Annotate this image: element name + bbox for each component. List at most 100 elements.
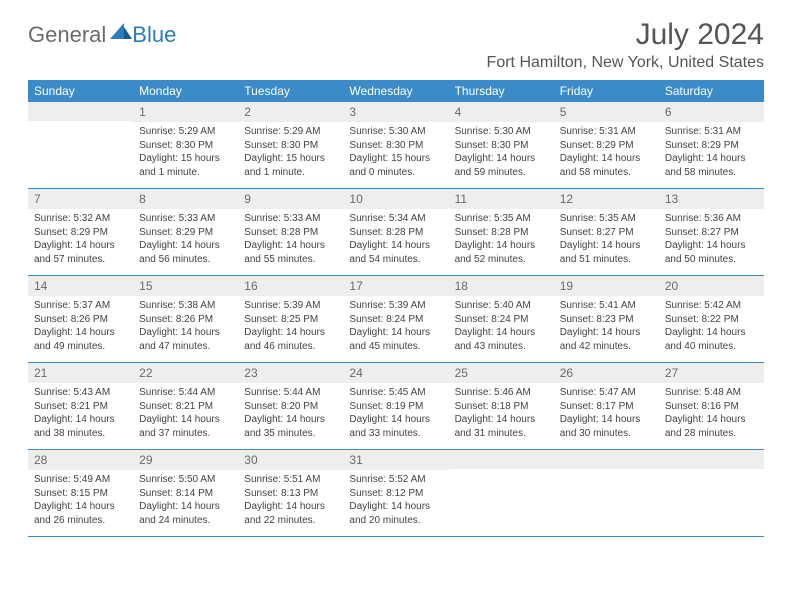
day-body: Sunrise: 5:32 AMSunset: 8:29 PMDaylight:…	[28, 209, 133, 272]
sunset-text: Sunset: 8:21 PM	[139, 400, 232, 414]
day-number: 27	[659, 363, 764, 383]
header: General Blue July 2024 Fort Hamilton, Ne…	[28, 18, 764, 72]
daylight-text: Daylight: 14 hours and 59 minutes.	[455, 152, 548, 179]
day-cell: 17Sunrise: 5:39 AMSunset: 8:24 PMDayligh…	[343, 276, 448, 362]
sunset-text: Sunset: 8:23 PM	[560, 313, 653, 327]
sunrise-text: Sunrise: 5:49 AM	[34, 473, 127, 487]
sunset-text: Sunset: 8:30 PM	[455, 139, 548, 153]
sunrise-text: Sunrise: 5:35 AM	[455, 212, 548, 226]
logo-triangle-icon	[110, 21, 132, 39]
day-number: 7	[28, 189, 133, 209]
sunset-text: Sunset: 8:29 PM	[139, 226, 232, 240]
logo-text-general: General	[28, 22, 106, 48]
day-header: Wednesday	[343, 80, 448, 102]
sunset-text: Sunset: 8:28 PM	[455, 226, 548, 240]
day-body: Sunrise: 5:33 AMSunset: 8:28 PMDaylight:…	[238, 209, 343, 272]
daylight-text: Daylight: 14 hours and 42 minutes.	[560, 326, 653, 353]
sunset-text: Sunset: 8:22 PM	[665, 313, 758, 327]
daylight-text: Daylight: 14 hours and 49 minutes.	[34, 326, 127, 353]
sunset-text: Sunset: 8:20 PM	[244, 400, 337, 414]
sunrise-text: Sunrise: 5:37 AM	[34, 299, 127, 313]
daylight-text: Daylight: 14 hours and 20 minutes.	[349, 500, 442, 527]
sunrise-text: Sunrise: 5:44 AM	[139, 386, 232, 400]
week-row: 21Sunrise: 5:43 AMSunset: 8:21 PMDayligh…	[28, 363, 764, 450]
week-row: 14Sunrise: 5:37 AMSunset: 8:26 PMDayligh…	[28, 276, 764, 363]
day-number	[28, 102, 133, 121]
day-body: Sunrise: 5:30 AMSunset: 8:30 PMDaylight:…	[343, 122, 448, 185]
day-cell: 10Sunrise: 5:34 AMSunset: 8:28 PMDayligh…	[343, 189, 448, 275]
daylight-text: Daylight: 14 hours and 31 minutes.	[455, 413, 548, 440]
day-cell: 15Sunrise: 5:38 AMSunset: 8:26 PMDayligh…	[133, 276, 238, 362]
day-body: Sunrise: 5:48 AMSunset: 8:16 PMDaylight:…	[659, 383, 764, 446]
sunset-text: Sunset: 8:14 PM	[139, 487, 232, 501]
sunrise-text: Sunrise: 5:32 AM	[34, 212, 127, 226]
day-cell: 13Sunrise: 5:36 AMSunset: 8:27 PMDayligh…	[659, 189, 764, 275]
day-number: 2	[238, 102, 343, 122]
day-body: Sunrise: 5:41 AMSunset: 8:23 PMDaylight:…	[554, 296, 659, 359]
sunrise-text: Sunrise: 5:33 AM	[139, 212, 232, 226]
day-number: 22	[133, 363, 238, 383]
day-cell: 11Sunrise: 5:35 AMSunset: 8:28 PMDayligh…	[449, 189, 554, 275]
day-cell: 20Sunrise: 5:42 AMSunset: 8:22 PMDayligh…	[659, 276, 764, 362]
sunrise-text: Sunrise: 5:31 AM	[665, 125, 758, 139]
sunset-text: Sunset: 8:12 PM	[349, 487, 442, 501]
day-number: 23	[238, 363, 343, 383]
daylight-text: Daylight: 14 hours and 35 minutes.	[244, 413, 337, 440]
logo-text-blue: Blue	[132, 22, 176, 48]
sunrise-text: Sunrise: 5:38 AM	[139, 299, 232, 313]
day-cell: 18Sunrise: 5:40 AMSunset: 8:24 PMDayligh…	[449, 276, 554, 362]
month-title: July 2024	[487, 18, 764, 52]
sunrise-text: Sunrise: 5:51 AM	[244, 473, 337, 487]
sunset-text: Sunset: 8:27 PM	[560, 226, 653, 240]
sunset-text: Sunset: 8:24 PM	[349, 313, 442, 327]
day-number: 20	[659, 276, 764, 296]
day-header: Tuesday	[238, 80, 343, 102]
day-cell: 24Sunrise: 5:45 AMSunset: 8:19 PMDayligh…	[343, 363, 448, 449]
sunrise-text: Sunrise: 5:31 AM	[560, 125, 653, 139]
daylight-text: Daylight: 14 hours and 33 minutes.	[349, 413, 442, 440]
sunset-text: Sunset: 8:24 PM	[455, 313, 548, 327]
day-number: 28	[28, 450, 133, 470]
day-header: Thursday	[449, 80, 554, 102]
day-number: 11	[449, 189, 554, 209]
sunrise-text: Sunrise: 5:41 AM	[560, 299, 653, 313]
daylight-text: Daylight: 14 hours and 56 minutes.	[139, 239, 232, 266]
day-body: Sunrise: 5:35 AMSunset: 8:27 PMDaylight:…	[554, 209, 659, 272]
day-number	[659, 450, 764, 469]
sunrise-text: Sunrise: 5:40 AM	[455, 299, 548, 313]
sunset-text: Sunset: 8:21 PM	[34, 400, 127, 414]
daylight-text: Daylight: 14 hours and 58 minutes.	[665, 152, 758, 179]
day-header: Monday	[133, 80, 238, 102]
day-body: Sunrise: 5:39 AMSunset: 8:25 PMDaylight:…	[238, 296, 343, 359]
location: Fort Hamilton, New York, United States	[487, 54, 764, 72]
day-cell: 27Sunrise: 5:48 AMSunset: 8:16 PMDayligh…	[659, 363, 764, 449]
sunrise-text: Sunrise: 5:43 AM	[34, 386, 127, 400]
day-number: 24	[343, 363, 448, 383]
sunrise-text: Sunrise: 5:33 AM	[244, 212, 337, 226]
day-cell: 22 Sunrise: 5:44 AMSunset: 8:21 PMDayligh…	[133, 363, 238, 449]
daylight-text: Daylight: 14 hours and 24 minutes.	[139, 500, 232, 527]
day-number: 31	[343, 450, 448, 470]
sunset-text: Sunset: 8:28 PM	[349, 226, 442, 240]
day-body: Sunrise: 5:34 AMSunset: 8:28 PMDaylight:…	[343, 209, 448, 272]
sunset-text: Sunset: 8:18 PM	[455, 400, 548, 414]
week-row: 28Sunrise: 5:49 AMSunset: 8:15 PMDayligh…	[28, 450, 764, 537]
day-cell: 25Sunrise: 5:46 AMSunset: 8:18 PMDayligh…	[449, 363, 554, 449]
day-header: Saturday	[659, 80, 764, 102]
week-row: 1Sunrise: 5:29 AMSunset: 8:30 PMDaylight…	[28, 102, 764, 189]
sunrise-text: Sunrise: 5:29 AM	[244, 125, 337, 139]
sunrise-text: Sunrise: 5:34 AM	[349, 212, 442, 226]
sunrise-text: Sunrise: 5:42 AM	[665, 299, 758, 313]
day-cell: 14Sunrise: 5:37 AMSunset: 8:26 PMDayligh…	[28, 276, 133, 362]
day-body: Sunrise: 5:49 AMSunset: 8:15 PMDaylight:…	[28, 470, 133, 533]
day-number: 15	[133, 276, 238, 296]
day-body: Sunrise: 5:42 AMSunset: 8:22 PMDaylight:…	[659, 296, 764, 359]
daylight-text: Daylight: 14 hours and 37 minutes.	[139, 413, 232, 440]
day-header: Friday	[554, 80, 659, 102]
sunrise-text: Sunrise: 5:35 AM	[560, 212, 653, 226]
day-number: 13	[659, 189, 764, 209]
sunset-text: Sunset: 8:28 PM	[244, 226, 337, 240]
day-body: Sunrise: 5:36 AMSunset: 8:27 PMDaylight:…	[659, 209, 764, 272]
day-number	[449, 450, 554, 469]
day-cell: 8Sunrise: 5:33 AMSunset: 8:29 PMDaylight…	[133, 189, 238, 275]
